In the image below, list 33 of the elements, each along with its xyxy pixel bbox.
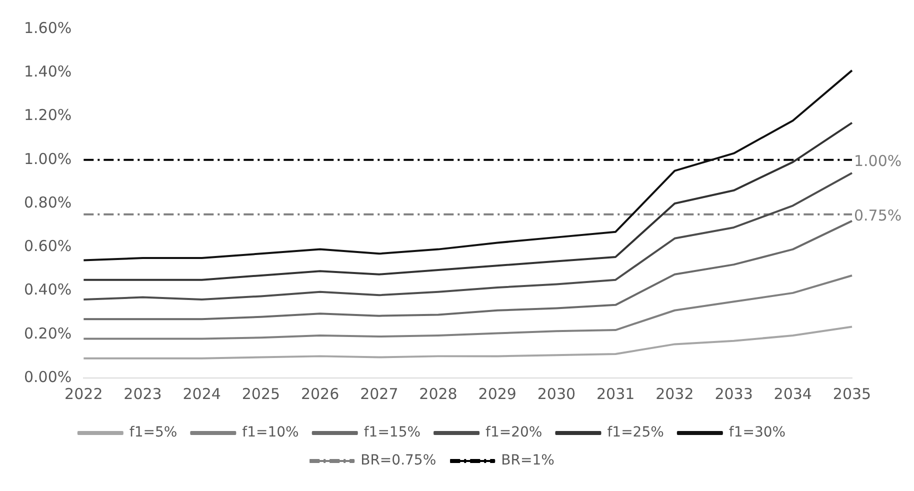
x-tick-label: 2035 bbox=[832, 384, 872, 403]
x-tick-label: 2034 bbox=[774, 384, 812, 403]
legend-label: f1=25% bbox=[607, 424, 664, 441]
y-tick-label: 1.40% bbox=[24, 62, 72, 81]
y-tick-label: 0.20% bbox=[24, 324, 72, 342]
legend-label: BR=0.75% bbox=[360, 452, 436, 469]
x-tick-label: 2026 bbox=[300, 384, 340, 403]
legend-label: f1=15% bbox=[364, 424, 421, 441]
y-tick-label: 1.60% bbox=[24, 18, 72, 37]
x-tick-label: 2030 bbox=[537, 384, 576, 403]
x-tick-label: 2024 bbox=[182, 384, 221, 403]
y-tick-label: 1.00% bbox=[24, 150, 72, 168]
legend-label: f1=20% bbox=[486, 424, 542, 441]
y-tick-label: 0.00% bbox=[24, 368, 72, 386]
data-label: 0.75% bbox=[854, 206, 902, 224]
x-tick-label: 2022 bbox=[64, 384, 103, 403]
y-tick-label: 0.80% bbox=[24, 193, 72, 212]
x-tick-label: 2032 bbox=[656, 384, 694, 403]
legend-label: f1=5% bbox=[129, 424, 178, 441]
x-tick-label: 2023 bbox=[124, 384, 162, 403]
legend-label: BR=1% bbox=[501, 452, 554, 469]
legend-label: f1=30% bbox=[728, 424, 786, 441]
x-tick-label: 2029 bbox=[478, 384, 516, 403]
y-tick-label: 0.40% bbox=[24, 280, 72, 299]
x-tick-label: 2033 bbox=[714, 384, 753, 403]
y-tick-label: 0.60% bbox=[24, 237, 72, 256]
y-tick-label: 1.20% bbox=[24, 106, 72, 124]
legend-label: f1=10% bbox=[242, 424, 299, 441]
data-label: 1.00% bbox=[854, 152, 902, 170]
x-tick-label: 2027 bbox=[360, 384, 398, 403]
x-tick-label: 2031 bbox=[596, 384, 635, 403]
x-tick-label: 2028 bbox=[419, 384, 458, 403]
x-tick-label: 2025 bbox=[242, 384, 280, 403]
